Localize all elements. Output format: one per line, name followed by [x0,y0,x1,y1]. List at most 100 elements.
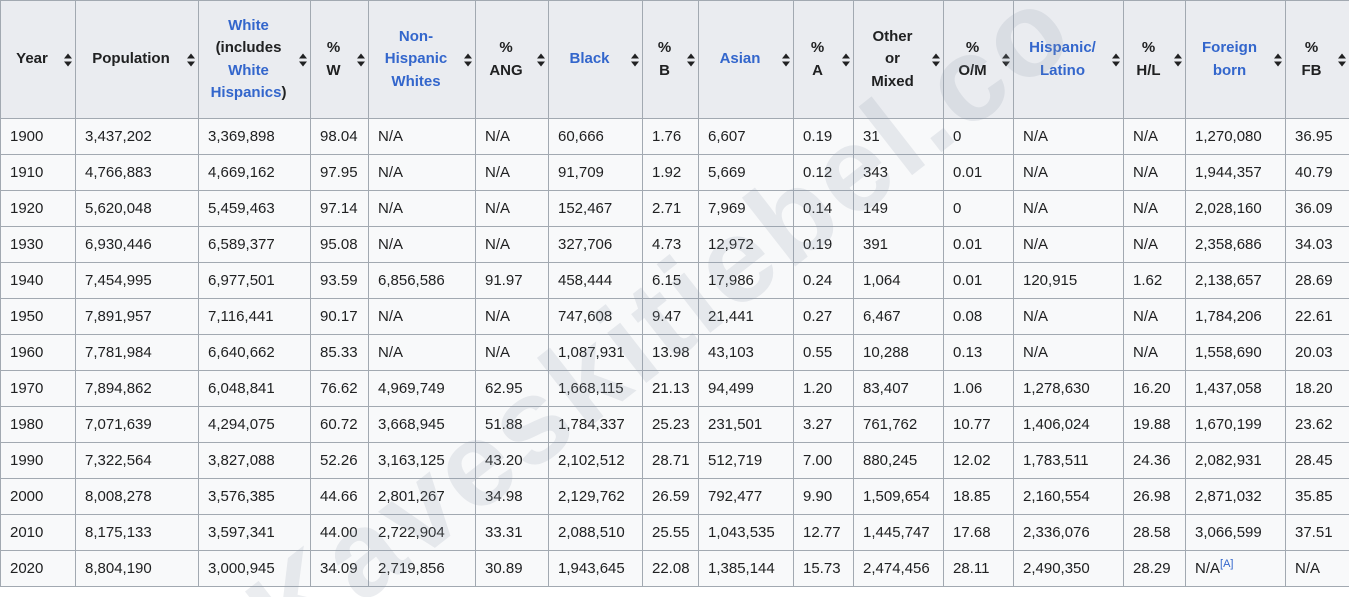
sort-icon [1174,53,1182,66]
column-header-pct-hl[interactable]: % H/L [1123,0,1186,119]
column-header-asian[interactable]: Asian [698,0,794,119]
cell-black: 1,668,115 [548,370,643,407]
cell-black: 1,087,931 [548,334,643,371]
cell-black: 327,706 [548,226,643,263]
column-header-pct-om[interactable]: % O/M [943,0,1014,119]
cell-pct-hl: 1.62 [1123,262,1186,299]
cell-pct-hl: 19.88 [1123,406,1186,443]
cell-non-hispanic-whites: N/A [368,190,476,227]
cell-pct-a: 0.19 [793,118,854,155]
column-header-non-hispanic-whites[interactable]: Non-Hispanic Whites [368,0,476,119]
column-link[interactable]: White Hispanics [210,61,282,102]
cell-other-or-mixed: 1,509,654 [853,478,944,515]
column-label-pct-b: % B [658,37,671,82]
column-link[interactable]: Black [569,50,610,68]
cell-pct-hl: 28.29 [1123,550,1186,587]
cell-pct-ang: 30.89 [475,550,549,587]
column-text: A [812,61,823,79]
column-header-pct-ang[interactable]: % ANG [475,0,549,119]
cell-year: 1970 [0,370,76,407]
cell-population: 7,781,984 [75,334,199,371]
cell-non-hispanic-whites: 3,163,125 [368,442,476,479]
column-label-year: Year [16,48,48,71]
cell-asian: 6,607 [698,118,794,155]
column-header-pct-a[interactable]: % A [793,0,854,119]
cell-black: 2,129,762 [548,478,643,515]
cell-pct-w: 34.09 [310,550,369,587]
cell-pct-ang: 33.31 [475,514,549,551]
cell-population: 5,620,048 [75,190,199,227]
column-header-year[interactable]: Year [0,0,76,119]
column-header-population[interactable]: Population [75,0,199,119]
column-header-pct-b[interactable]: % B [642,0,699,119]
cell-foreign-born: 2,082,931 [1185,442,1286,479]
column-text: Population [92,50,170,68]
cell-pct-ang: 51.88 [475,406,549,443]
cell-pct-fb: 22.61 [1285,298,1349,335]
cell-pct-ang: N/A [475,118,549,155]
cell-pct-w: 85.33 [310,334,369,371]
column-link[interactable]: Asian [719,50,761,68]
cell-non-hispanic-whites: 2,719,856 [368,550,476,587]
column-text: % [326,39,341,56]
column-link[interactable]: Hispanic/ [1029,39,1096,56]
column-link[interactable]: Foreign born [1202,39,1257,79]
cell-foreign-born: 3,066,599 [1185,514,1286,551]
cell-population: 7,454,995 [75,262,199,299]
cell-pct-hl: N/A [1123,298,1186,335]
cell-population: 7,071,639 [75,406,199,443]
column-header-pct-w[interactable]: % W [310,0,369,119]
sort-icon [631,53,639,66]
column-text: Other [872,27,913,45]
cell-other-or-mixed: 1,445,747 [853,514,944,551]
table-row-1950: 1950 7,891,957 7,116,441 90.17 N/A N/A 747,608… [0,298,1349,335]
sort-icon [187,53,195,66]
cell-foreign-born: N/A[A] [1185,550,1286,587]
cell-asian: 231,501 [698,406,794,443]
column-header-black[interactable]: Black [548,0,643,119]
cell-pct-om: 0.01 [943,154,1014,191]
cell-non-hispanic-whites: N/A [368,226,476,263]
cell-black: 91,709 [548,154,643,191]
cell-pct-b: 21.13 [642,370,699,407]
cell-non-hispanic-whites: N/A [368,298,476,335]
footnote-link[interactable]: [A] [1220,558,1234,570]
cell-pct-om: 10.77 [943,406,1014,443]
cell-white: 3,827,088 [198,442,311,479]
column-header-foreign-born[interactable]: Foreign born [1185,0,1286,119]
table-row-1970: 1970 7,894,862 6,048,841 76.62 4,969,749 62.9… [0,370,1349,407]
column-text: % [965,39,980,56]
cell-pct-b: 22.08 [642,550,699,587]
sort-icon [1338,53,1346,66]
cell-asian: 21,441 [698,298,794,335]
column-link[interactable]: White [228,16,269,34]
column-link[interactable]: Non-Hispanic Whites [384,27,448,90]
sort-icon [842,53,850,66]
cell-pct-a: 0.24 [793,262,854,299]
column-text: W [326,61,341,79]
sort-icon [357,53,365,66]
column-header-pct-fb[interactable]: % FB [1285,0,1349,119]
cell-hispanic-latino: N/A [1013,298,1124,335]
cell-pct-b: 25.55 [642,514,699,551]
cell-other-or-mixed: 761,762 [853,406,944,443]
column-text: % [1141,39,1156,56]
column-header-white[interactable]: White (includes White Hispanics) [198,0,311,119]
cell-foreign-born: 2,138,657 [1185,262,1286,299]
cell-black: 458,444 [548,262,643,299]
cell-year: 1930 [0,226,76,263]
column-header-hispanic-latino[interactable]: Hispanic/Latino [1013,0,1124,119]
column-header-other-or-mixed[interactable]: Other or Mixed [853,0,944,119]
column-link[interactable]: Latino [1040,61,1085,79]
column-label-black: Black [569,48,609,71]
cell-hispanic-latino: 1,406,024 [1013,406,1124,443]
cell-pct-w: 44.00 [310,514,369,551]
cell-foreign-born: 1,670,199 [1185,406,1286,443]
cell-pct-hl: 16.20 [1123,370,1186,407]
cell-asian: 43,103 [698,334,794,371]
column-text: B [659,61,670,79]
cell-pct-ang: N/A [475,154,549,191]
cell-hispanic-latino: 2,336,076 [1013,514,1124,551]
cell-other-or-mixed: 6,467 [853,298,944,335]
cell-white: 6,589,377 [198,226,311,263]
